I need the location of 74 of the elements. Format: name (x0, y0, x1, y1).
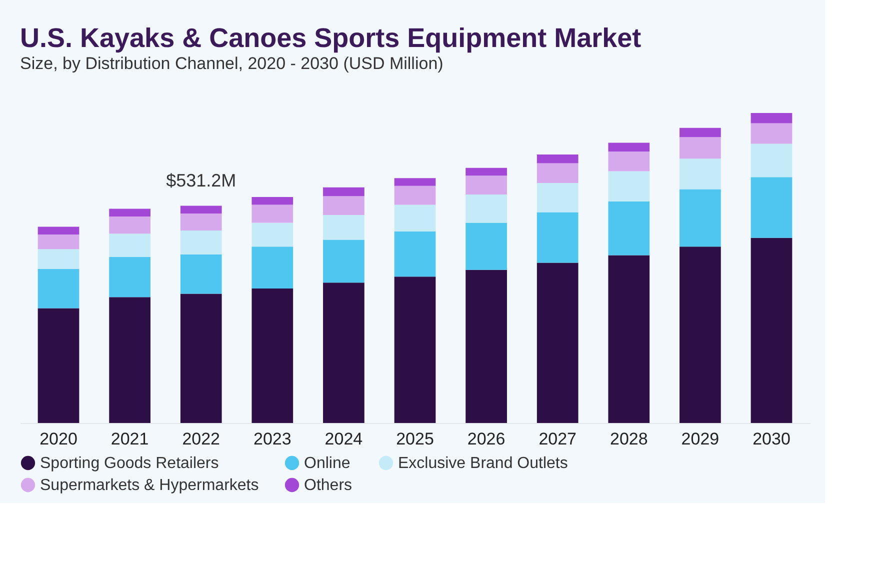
x-tick-label: 2020 (40, 430, 78, 448)
bar (109, 256, 150, 298)
legend-label: Online (304, 455, 350, 472)
x-tick-label: 2025 (396, 430, 434, 448)
bar (394, 276, 436, 423)
bar (536, 163, 578, 184)
x-tick-label: 2021 (110, 430, 149, 448)
bar (38, 268, 80, 308)
bar (680, 128, 721, 138)
bar (252, 204, 294, 223)
legend-label: Supermarkets & Hypermarkets (40, 477, 259, 494)
x-tick-label: 2027 (538, 430, 577, 448)
bar (180, 294, 222, 423)
bar (38, 234, 80, 250)
bar (466, 194, 507, 223)
bar (109, 208, 150, 217)
bar (180, 254, 222, 294)
bar (394, 231, 436, 277)
x-tick-label: 2024 (324, 430, 363, 448)
bar (180, 230, 222, 254)
bar (38, 249, 80, 269)
bar (323, 282, 364, 423)
bar (680, 246, 721, 423)
bar (466, 176, 507, 195)
x-tick-label: 2026 (467, 430, 506, 448)
bar (323, 214, 364, 240)
bar (536, 262, 578, 423)
bar (536, 154, 578, 164)
bar (750, 177, 792, 238)
chart-title: U.S. Kayaks & Canoes Sports Equipment Market (20, 23, 642, 53)
bar (109, 234, 150, 257)
bar (750, 123, 792, 144)
bar (323, 187, 364, 196)
legend-label: Others (304, 477, 352, 494)
legend-label: Sporting Goods Retailers (40, 455, 219, 472)
x-tick-label: 2023 (253, 430, 292, 448)
bar (466, 168, 507, 176)
bar (38, 226, 80, 235)
bar (252, 246, 294, 288)
bar (323, 240, 364, 283)
x-tick-label: 2029 (681, 430, 720, 448)
bar (536, 212, 578, 263)
bar (109, 216, 150, 234)
bar (608, 142, 650, 152)
bar (608, 151, 650, 172)
bar (180, 206, 222, 214)
bar (750, 238, 792, 423)
legend-label: Exclusive Brand Outlets (398, 455, 568, 472)
bar (608, 171, 650, 202)
x-tick-label: 2030 (752, 430, 790, 448)
bar (252, 288, 294, 423)
bar (109, 297, 150, 423)
annotation: $531.2M (166, 170, 236, 191)
bar (252, 197, 294, 205)
bar (394, 204, 436, 232)
bar (180, 213, 222, 230)
bar (680, 158, 721, 190)
bar (750, 144, 792, 178)
bar (680, 137, 721, 159)
bar (750, 113, 792, 124)
bar (252, 222, 294, 247)
bar (38, 308, 80, 423)
bar (466, 222, 507, 270)
bar (394, 178, 436, 186)
chart-subtitle: Size, by Distribution Channel, 2020 - 2030 (USD Million) (20, 54, 444, 73)
bar (608, 255, 650, 423)
x-tick-label: 2028 (610, 430, 648, 448)
bar (466, 270, 507, 423)
x-tick-label: 2022 (182, 430, 220, 448)
bar (608, 201, 650, 256)
bar (323, 196, 364, 215)
bar (394, 186, 436, 205)
bar (680, 189, 721, 247)
bar (536, 183, 578, 212)
